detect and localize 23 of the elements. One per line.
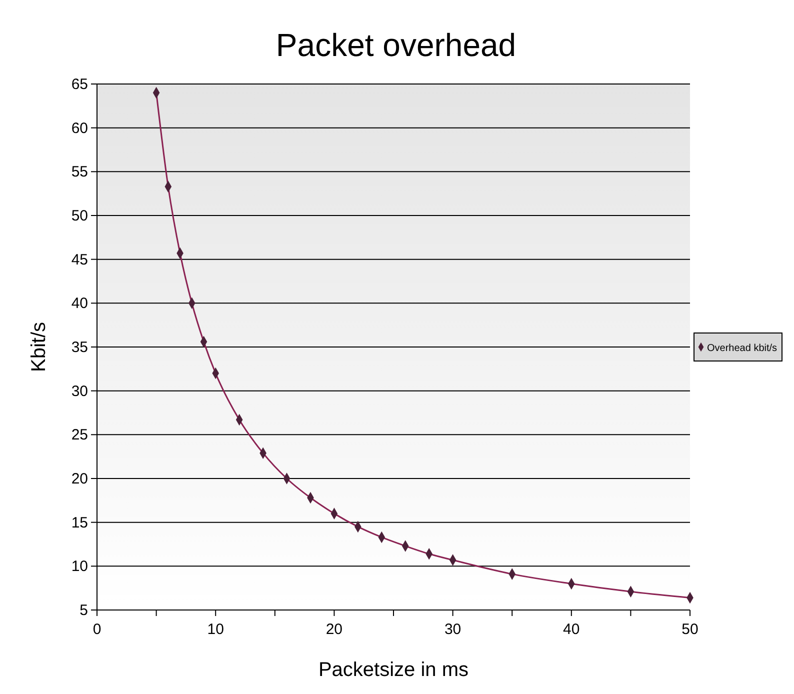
y-tick-label: 45 bbox=[71, 251, 88, 268]
y-tick-label: 15 bbox=[71, 514, 88, 532]
x-tick-label: 30 bbox=[444, 621, 462, 638]
y-tick-label: 10 bbox=[71, 558, 88, 576]
y-tick-label: 60 bbox=[71, 120, 88, 137]
y-tick-label: 20 bbox=[71, 470, 88, 488]
x-tick-label: 10 bbox=[207, 621, 224, 638]
y-tick-label: 55 bbox=[71, 164, 88, 181]
x-axis-title: Packetsize in ms bbox=[318, 659, 469, 681]
y-tick-label: 5 bbox=[80, 602, 88, 619]
x-tick-label: 50 bbox=[682, 621, 698, 638]
chart-title: Packet overhead bbox=[276, 27, 516, 63]
x-tick-label: 0 bbox=[92, 621, 102, 638]
y-tick-label: 65 bbox=[71, 76, 88, 93]
legend-label: Overhead kbit/s bbox=[707, 343, 778, 354]
x-tick-label: 40 bbox=[563, 621, 580, 638]
y-tick-label: 40 bbox=[71, 295, 88, 312]
y-tick-label: 35 bbox=[71, 339, 88, 356]
y-tick-label: 25 bbox=[71, 426, 88, 444]
y-tick-label: 30 bbox=[71, 382, 88, 400]
y-tick-label: 50 bbox=[71, 208, 88, 224]
y-axis-title: Kbit/s bbox=[28, 322, 50, 372]
x-tick-label: 20 bbox=[326, 621, 343, 638]
